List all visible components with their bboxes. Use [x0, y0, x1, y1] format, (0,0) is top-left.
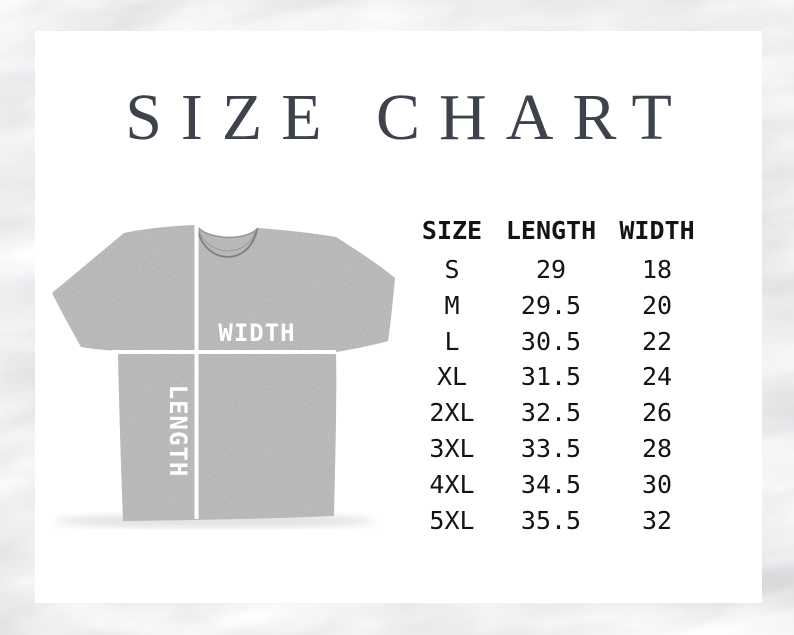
table-row: 3XL 33.5 28 — [409, 431, 707, 467]
table-row: L 30.5 22 — [409, 324, 707, 360]
cell-size: L — [444, 326, 460, 356]
cell-size: 3XL — [429, 433, 475, 463]
cell-size: 5XL — [429, 505, 475, 535]
table-row: 4XL 34.5 30 — [409, 467, 707, 503]
cell-size: 4XL — [429, 469, 475, 499]
table-row: 5XL 35.5 32 — [409, 503, 707, 539]
cell-width: 28 — [641, 433, 673, 463]
cell-width: 22 — [641, 326, 673, 356]
cell-length: 29 — [535, 255, 567, 284]
cell-length: 34.5 — [520, 469, 582, 499]
table-row: S 29 18 — [409, 252, 707, 288]
col-header-length: LENGTH — [505, 216, 597, 245]
table-row: XL 31.5 24 — [409, 359, 707, 395]
cell-length: 31.5 — [520, 362, 582, 392]
cell-width: 24 — [641, 362, 673, 392]
cell-length: 32.5 — [520, 398, 582, 428]
cell-size: 2XL — [429, 398, 475, 428]
cell-width: 20 — [641, 290, 673, 320]
cell-size: XL — [436, 362, 468, 392]
cell-width: 26 — [641, 398, 673, 428]
cell-size: M — [444, 290, 460, 320]
cell-size: S — [444, 255, 460, 284]
table-row: M 29.5 20 — [409, 288, 707, 324]
cell-width: 18 — [641, 255, 673, 284]
table-row: 2XL 32.5 26 — [409, 395, 707, 431]
cell-length: 29.5 — [520, 290, 582, 320]
page-title: SIZE CHART — [125, 81, 691, 154]
cell-width: 32 — [641, 505, 673, 535]
cell-width: 30 — [641, 469, 673, 499]
col-header-width: WIDTH — [619, 216, 695, 245]
cell-length: 30.5 — [520, 326, 582, 356]
col-header-size: SIZE — [421, 216, 483, 245]
size-table-header: SIZE LENGTH WIDTH — [409, 210, 707, 252]
size-table-body: S 29 18 M 29.5 20 L 30.5 22 XL 31.5 24 — [409, 252, 707, 538]
cell-length: 35.5 — [520, 505, 582, 535]
cell-length: 33.5 — [520, 433, 582, 463]
size-table: SIZE LENGTH WIDTH S 29 18 M 29.5 20 L 30… — [409, 210, 707, 538]
